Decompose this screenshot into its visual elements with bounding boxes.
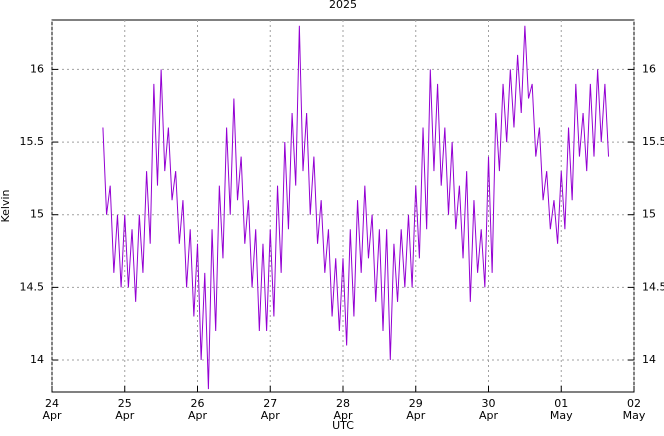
y-tick-label: 15 bbox=[30, 208, 44, 221]
x-tick-label: 29 Apr bbox=[406, 397, 426, 422]
y2-tick-label: 15 bbox=[642, 208, 656, 221]
y2-tick-label: 16 bbox=[642, 62, 656, 75]
x-axis-label: UTC bbox=[332, 419, 354, 432]
y-tick-label: 14.5 bbox=[20, 280, 45, 293]
y2-tick-label: 14 bbox=[642, 353, 656, 366]
x-tick-label: 26 Apr bbox=[188, 397, 208, 422]
y-tick-label: 14 bbox=[30, 353, 44, 366]
x-tick-label: 27 Apr bbox=[261, 397, 281, 422]
chart-title: 2025 bbox=[329, 0, 357, 11]
x-tick-label: 25 Apr bbox=[115, 397, 135, 422]
x-tick-label: 24 Apr bbox=[42, 397, 62, 422]
x-tick-label: 01 May bbox=[550, 397, 573, 422]
y-tick-label: 15.5 bbox=[20, 135, 45, 148]
x-tick-label: 02 May bbox=[623, 397, 646, 422]
y2-tick-label: 14.5 bbox=[642, 280, 664, 293]
y-axis-label: Kelvin bbox=[0, 189, 12, 222]
y2-tick-label: 15.5 bbox=[642, 135, 664, 148]
y-tick-label: 16 bbox=[30, 62, 44, 75]
data-line bbox=[102, 25, 610, 390]
x-tick-label: 30 Apr bbox=[479, 397, 499, 422]
x-tick-label: 28 Apr bbox=[333, 397, 353, 422]
